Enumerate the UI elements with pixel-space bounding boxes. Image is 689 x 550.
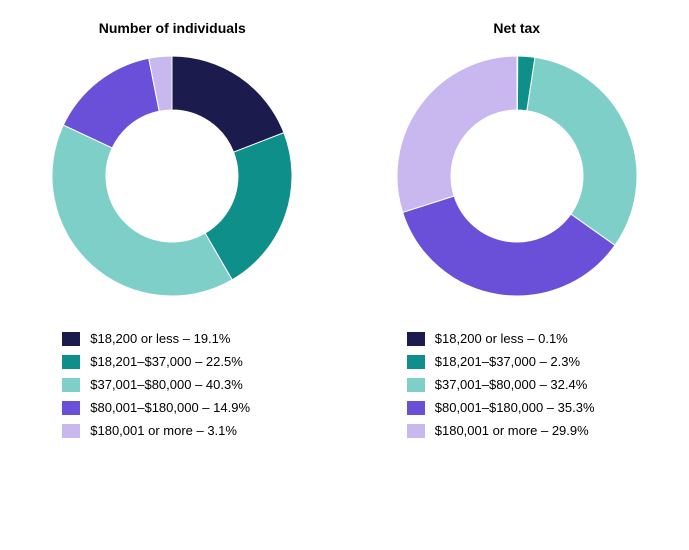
legend-swatch [62, 378, 80, 392]
donut-chart [52, 56, 292, 296]
legend-swatch [407, 424, 425, 438]
donut-wrap [397, 56, 637, 301]
legend-swatch [62, 355, 80, 369]
legend-swatch [407, 355, 425, 369]
donut-slice [172, 56, 284, 152]
legend-label: $18,201–$37,000 – 22.5% [90, 354, 243, 369]
legend-label: $80,001–$180,000 – 14.9% [90, 400, 250, 415]
legend-label: $18,201–$37,000 – 2.3% [435, 354, 580, 369]
figure-container: Number of individuals $18,200 or less – 1… [0, 0, 689, 550]
donut-wrap [52, 56, 292, 301]
legend-swatch [62, 332, 80, 346]
charts-row: Number of individuals $18,200 or less – 1… [0, 0, 689, 446]
chart-col-nettax: Net tax $18,200 or less – 0.1% $18,201–$37… [367, 20, 667, 446]
legend-item: $37,001–$80,000 – 40.3% [62, 377, 250, 392]
legend-item: $18,200 or less – 19.1% [62, 331, 250, 346]
legend-label: $180,001 or more – 29.9% [435, 423, 589, 438]
legend-item: $37,001–$80,000 – 32.4% [407, 377, 595, 392]
legend-item: $180,001 or more – 29.9% [407, 423, 595, 438]
legend-label: $80,001–$180,000 – 35.3% [435, 400, 595, 415]
chart-title: Net tax [493, 20, 540, 36]
donut-slice [527, 57, 637, 245]
legend-swatch [62, 424, 80, 438]
donut-slice [397, 56, 517, 212]
legend-swatch [407, 401, 425, 415]
legend-swatch [407, 378, 425, 392]
legend-swatch [407, 332, 425, 346]
legend-item: $80,001–$180,000 – 14.9% [62, 400, 250, 415]
chart-col-individuals: Number of individuals $18,200 or less – 1… [22, 20, 322, 446]
legend-label: $37,001–$80,000 – 40.3% [90, 377, 243, 392]
chart-title: Number of individuals [99, 20, 246, 36]
legend-item: $80,001–$180,000 – 35.3% [407, 400, 595, 415]
donut-chart [397, 56, 637, 296]
legend-item: $18,201–$37,000 – 2.3% [407, 354, 595, 369]
legend-label: $18,200 or less – 0.1% [435, 331, 568, 346]
legend-item: $18,201–$37,000 – 22.5% [62, 354, 250, 369]
legend-swatch [62, 401, 80, 415]
legend-label: $37,001–$80,000 – 32.4% [435, 377, 588, 392]
legend-item: $18,200 or less – 0.1% [407, 331, 595, 346]
legend: $18,200 or less – 0.1% $18,201–$37,000 – … [407, 331, 595, 446]
legend: $18,200 or less – 19.1% $18,201–$37,000 –… [62, 331, 250, 446]
legend-label: $18,200 or less – 19.1% [90, 331, 230, 346]
legend-label: $180,001 or more – 3.1% [90, 423, 237, 438]
donut-slice [52, 125, 232, 296]
legend-item: $180,001 or more – 3.1% [62, 423, 250, 438]
